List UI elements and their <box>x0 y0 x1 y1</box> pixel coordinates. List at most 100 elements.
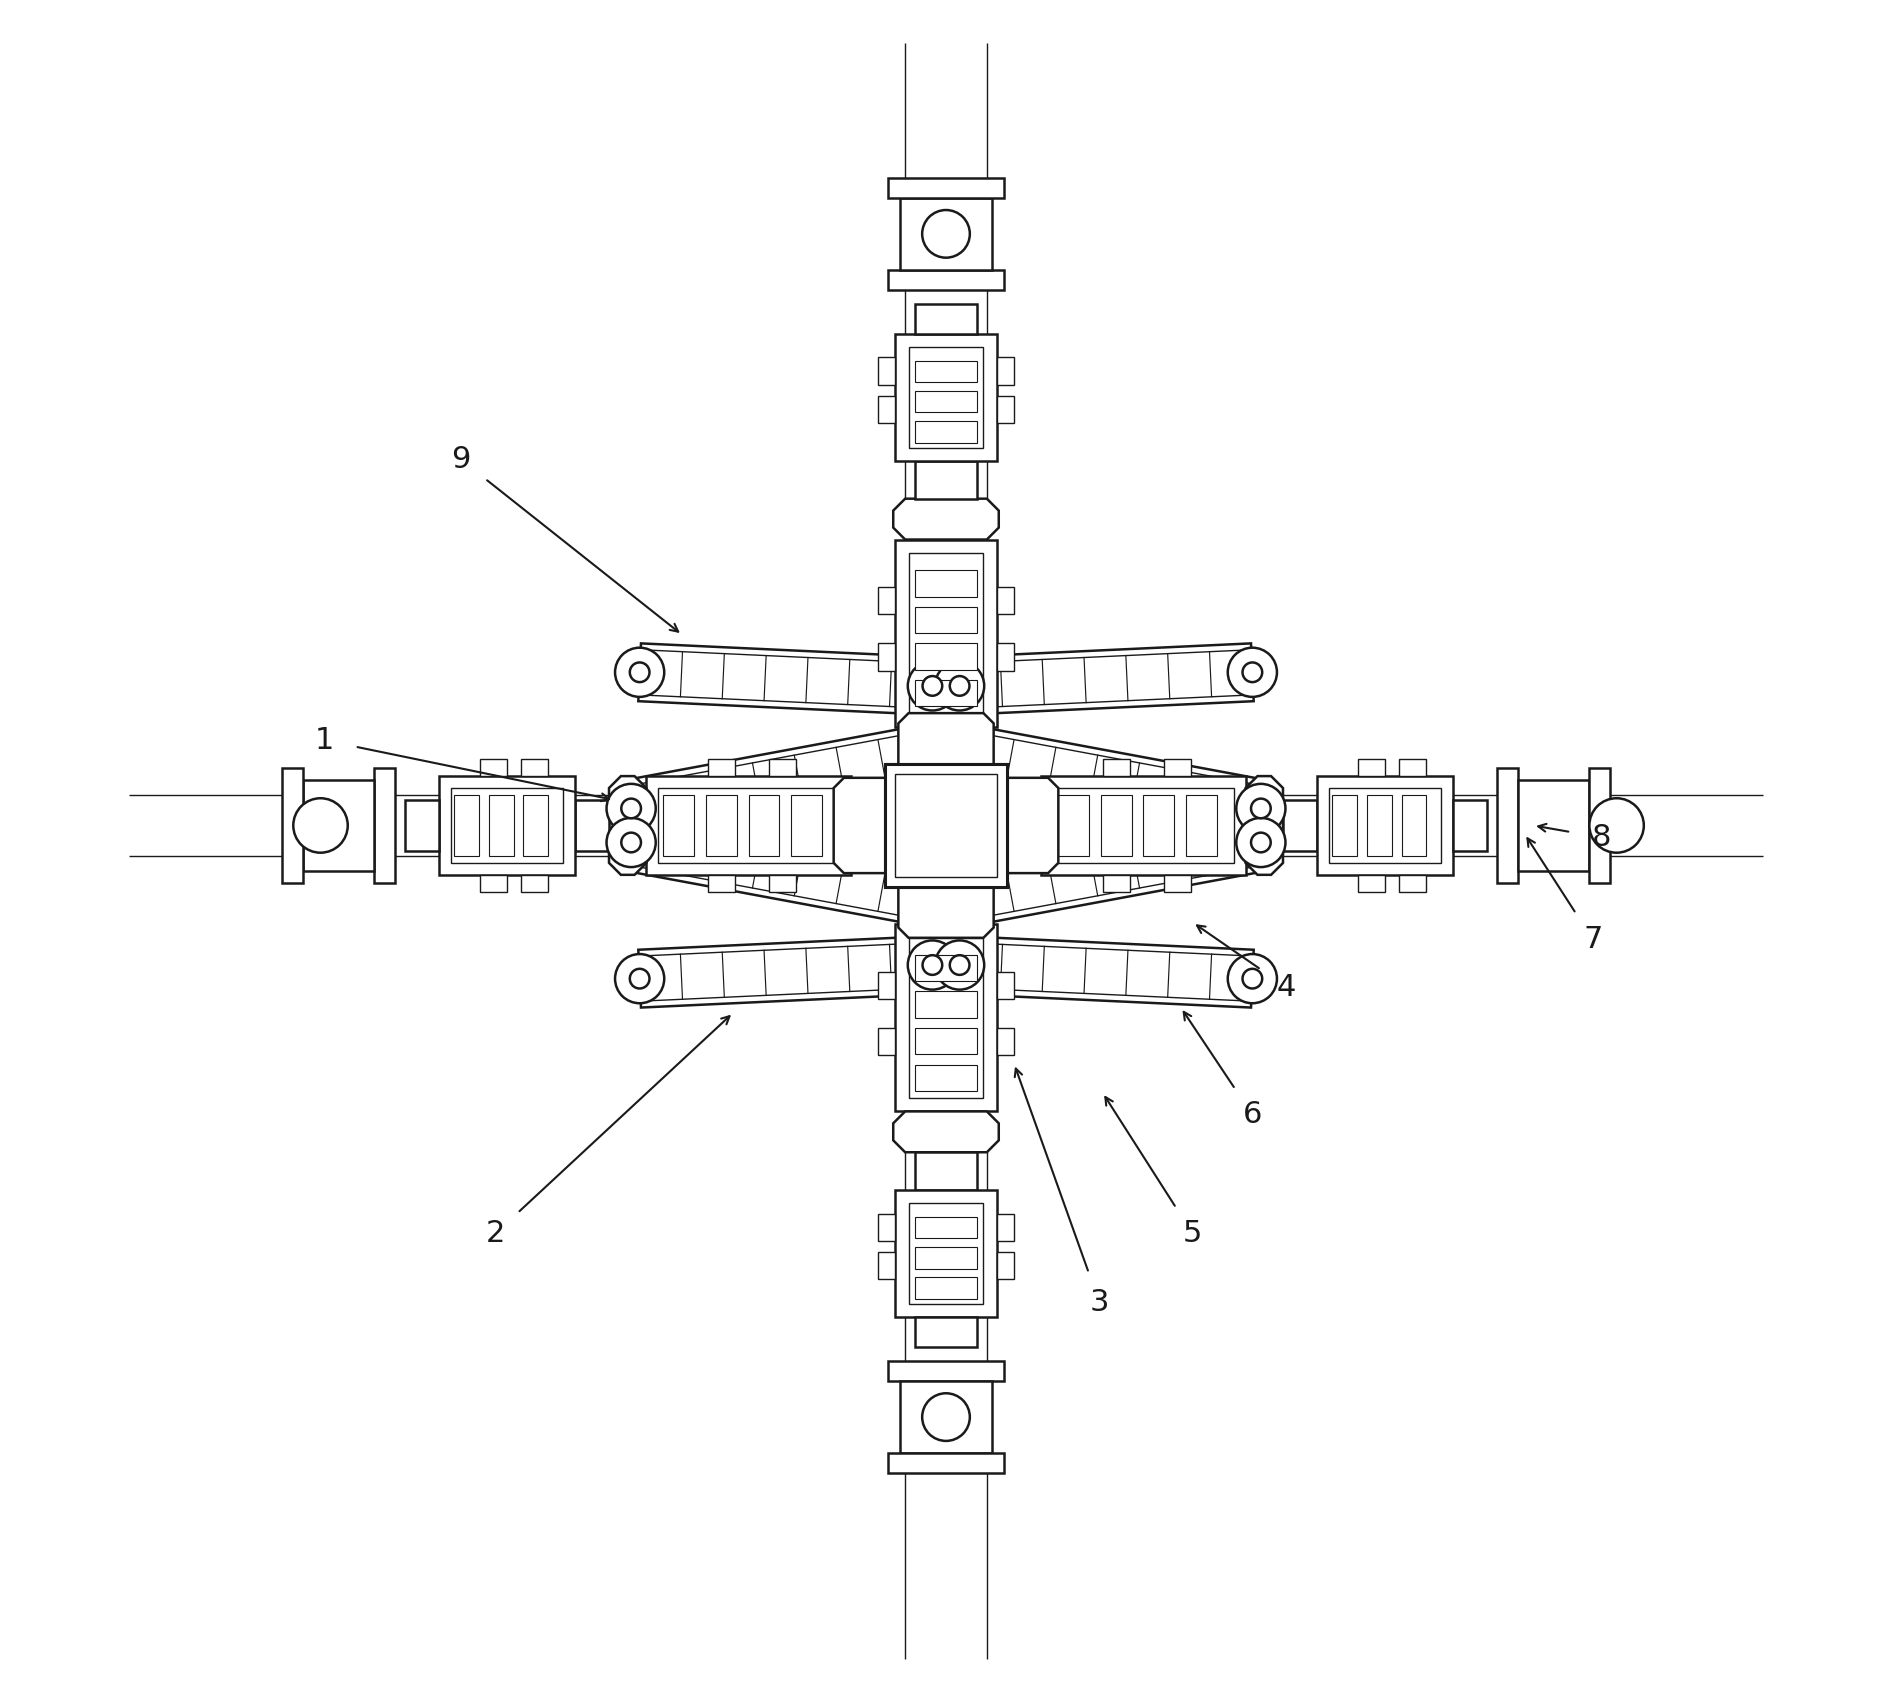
Polygon shape <box>957 936 1254 1008</box>
Polygon shape <box>969 650 1243 708</box>
Polygon shape <box>834 778 902 873</box>
Circle shape <box>957 744 978 764</box>
Bar <box>916 1317 976 1348</box>
Bar <box>1283 800 1317 851</box>
Circle shape <box>1228 648 1277 696</box>
Bar <box>303 780 375 871</box>
Bar <box>997 972 1014 999</box>
Circle shape <box>935 662 984 710</box>
Bar <box>1101 795 1131 856</box>
Circle shape <box>923 955 942 975</box>
Bar <box>878 643 895 671</box>
Polygon shape <box>972 822 1256 917</box>
Bar <box>1186 795 1217 856</box>
Bar <box>1402 795 1427 856</box>
Bar <box>851 800 885 851</box>
Bar <box>878 587 895 614</box>
Bar <box>878 1028 895 1055</box>
Bar <box>916 1152 976 1190</box>
Bar <box>895 774 997 877</box>
Circle shape <box>1589 798 1644 853</box>
Circle shape <box>950 955 969 975</box>
Bar <box>997 643 1014 671</box>
Polygon shape <box>963 725 1266 837</box>
Bar <box>916 361 976 383</box>
Circle shape <box>914 744 935 764</box>
Circle shape <box>621 798 641 819</box>
Polygon shape <box>899 870 993 938</box>
Bar <box>895 924 997 1111</box>
Bar <box>768 759 797 776</box>
Bar <box>658 788 838 863</box>
Circle shape <box>921 1394 971 1442</box>
Bar <box>1332 795 1357 856</box>
Bar <box>481 759 507 776</box>
Bar <box>916 887 976 924</box>
Bar <box>916 461 976 499</box>
Circle shape <box>923 676 942 696</box>
Circle shape <box>921 209 971 257</box>
Polygon shape <box>649 650 923 708</box>
Bar <box>454 795 479 856</box>
Text: 3: 3 <box>1090 1287 1109 1317</box>
Text: 1: 1 <box>316 725 335 756</box>
Bar <box>916 1217 976 1239</box>
Bar <box>1517 780 1589 871</box>
Bar <box>916 681 976 706</box>
Bar <box>488 795 513 856</box>
Bar <box>887 1454 1005 1474</box>
Bar <box>1398 759 1427 776</box>
Bar <box>1103 759 1130 776</box>
Polygon shape <box>899 713 993 781</box>
Circle shape <box>899 730 948 778</box>
Bar <box>997 1028 1014 1055</box>
Bar <box>916 727 976 764</box>
Bar <box>1103 875 1130 892</box>
Circle shape <box>899 873 948 921</box>
Bar <box>895 1190 997 1317</box>
Bar <box>887 177 1005 197</box>
Bar <box>878 1214 895 1241</box>
Circle shape <box>914 887 935 907</box>
Bar <box>878 972 895 999</box>
Bar <box>1164 759 1192 776</box>
Polygon shape <box>638 643 935 715</box>
Polygon shape <box>626 814 929 926</box>
Polygon shape <box>638 936 935 1008</box>
Text: 8: 8 <box>1591 822 1610 853</box>
Text: 9: 9 <box>452 444 471 475</box>
Bar <box>1366 795 1393 856</box>
Bar <box>1041 776 1245 875</box>
Circle shape <box>607 819 657 866</box>
Bar <box>878 1253 895 1280</box>
Polygon shape <box>990 778 1058 873</box>
Bar <box>706 795 736 856</box>
Bar <box>1358 875 1385 892</box>
Bar <box>885 764 1007 887</box>
Circle shape <box>1243 662 1262 683</box>
Bar <box>1328 788 1442 863</box>
Bar <box>664 795 694 856</box>
Bar <box>908 347 984 448</box>
Bar <box>575 800 609 851</box>
Circle shape <box>908 941 957 989</box>
Bar <box>1398 875 1427 892</box>
Bar <box>1589 768 1610 883</box>
Polygon shape <box>626 725 929 837</box>
Circle shape <box>944 873 993 921</box>
Polygon shape <box>963 814 1266 926</box>
Bar <box>997 1214 1014 1241</box>
Bar <box>997 1253 1014 1280</box>
Circle shape <box>1243 968 1262 989</box>
Bar <box>887 1362 1005 1382</box>
Circle shape <box>1228 955 1277 1002</box>
Polygon shape <box>609 776 647 875</box>
Bar <box>708 759 734 776</box>
Circle shape <box>1251 798 1271 819</box>
Bar <box>405 800 439 851</box>
Bar <box>791 795 821 856</box>
Circle shape <box>630 662 649 683</box>
Circle shape <box>935 941 984 989</box>
Bar <box>708 875 734 892</box>
Bar <box>916 992 976 1018</box>
